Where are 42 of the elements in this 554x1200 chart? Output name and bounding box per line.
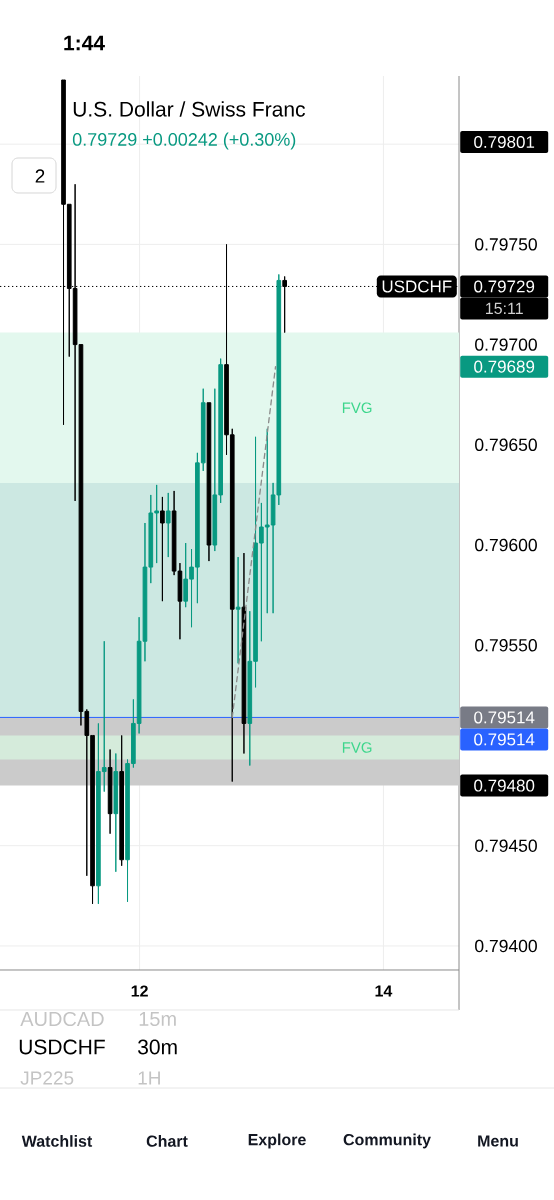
text: AUDCAD <box>20 1011 104 1027</box>
text: 0.79801 <box>474 135 535 149</box>
text: 0.79480 <box>474 779 535 792</box>
ref-line-label: 0.79729 <box>474 280 535 293</box>
text: JP225 <box>20 1071 74 1085</box>
annotation: 2 <box>35 169 45 183</box>
y-tick-label: 0.79400 <box>475 939 537 953</box>
text: 30m <box>138 1039 177 1055</box>
candlestick <box>235 556 241 664</box>
text: 0.79514 <box>474 711 535 724</box>
band-label: FVG <box>342 742 372 753</box>
y-tick-label: 0.79700 <box>475 338 537 351</box>
text: 0.79729 +0.00242 (+0.30%) <box>72 132 296 150</box>
y-tick-label: 0.79450 <box>475 839 537 852</box>
x-tick-label: 14 <box>375 985 393 997</box>
candlestick <box>107 749 113 835</box>
band-label: FVG <box>342 402 372 414</box>
text: Explore <box>248 1133 306 1149</box>
y-tick-label: 0.79600 <box>475 538 537 552</box>
text: 0.79689 <box>474 360 535 373</box>
candlestick <box>206 402 212 562</box>
text: 15:11 <box>486 302 523 315</box>
text: 1:44 <box>64 35 105 51</box>
x-tick-label: 12 <box>131 985 148 997</box>
text: Menu <box>478 1135 518 1147</box>
text: Community <box>343 1133 431 1149</box>
text: 15m <box>139 1012 176 1026</box>
candlestick <box>165 492 171 558</box>
candlestick <box>160 496 165 602</box>
y-tick-label: 0.79650 <box>475 438 537 452</box>
candlestick <box>113 753 119 873</box>
text: U.S. Dollar / Swiss Franc <box>73 101 306 117</box>
text: USDCHF <box>19 1039 105 1055</box>
annotation: USDCHF <box>382 280 452 293</box>
text: Chart <box>146 1135 188 1147</box>
ref-line-label: 0.79514 <box>474 733 535 746</box>
candlestick <box>241 552 247 755</box>
candlestick <box>119 734 124 867</box>
y-tick-label: 0.79550 <box>475 639 537 652</box>
text: 1H <box>138 1071 160 1085</box>
text: Watchlist <box>21 1135 93 1147</box>
y-tick-label: 0.79750 <box>475 238 537 251</box>
